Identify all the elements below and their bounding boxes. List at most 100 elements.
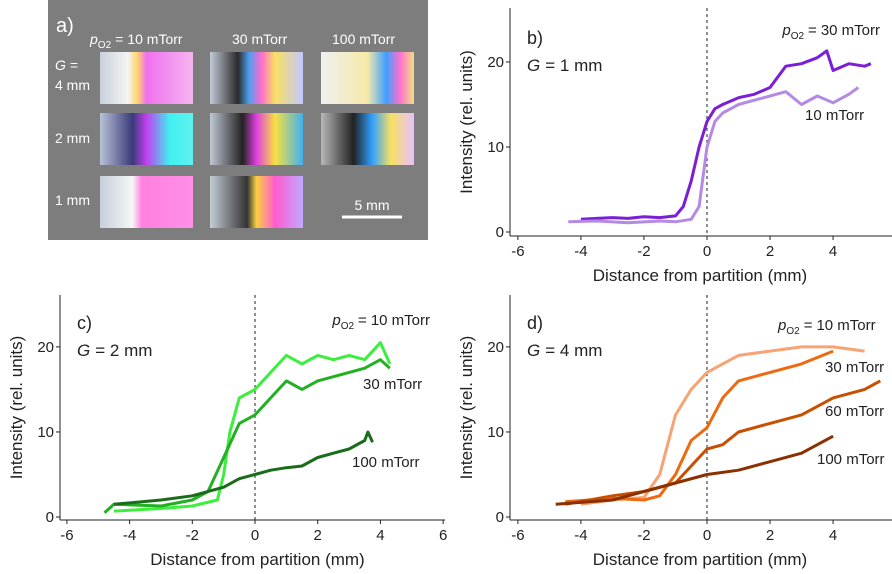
column-value: 10 mTorr <box>127 31 183 47</box>
series-label: 30 mTorr <box>363 376 422 393</box>
gap-text: = 2 mm <box>95 341 152 360</box>
y-axis-label: Intensity (rel. units) <box>457 50 476 194</box>
series-label: 100 mTorr <box>352 454 420 471</box>
x-tick-label: -6 <box>511 527 524 544</box>
series-label: 60 mTorr <box>825 403 884 420</box>
x-tick-label: -2 <box>637 527 650 544</box>
column-label: 100 mTorr <box>332 31 395 47</box>
series-name: 100 mTorr <box>352 454 420 471</box>
pressure-subscript: O2 <box>786 326 800 337</box>
series-name: 10 mTorr <box>371 312 430 329</box>
series-name: 30 mTorr <box>825 359 884 376</box>
x-tick-label: -2 <box>186 527 199 544</box>
data-line <box>580 345 865 506</box>
x-tick-label: -6 <box>511 243 524 260</box>
y-tick-label: 0 <box>496 224 504 241</box>
series-label: 100 mTorr <box>817 451 885 468</box>
gap-symbol: G <box>527 56 540 75</box>
photo-tile <box>210 176 303 228</box>
pressure-subscript: O2 <box>341 321 355 332</box>
panel-label: a) <box>56 15 74 37</box>
series-label: pO2 = 30 mTorr <box>781 22 880 42</box>
photo-tile <box>210 113 303 165</box>
x-tick-label: 2 <box>766 527 774 544</box>
series-name: 30 mTorr <box>821 22 880 39</box>
gap-annotation: G = 1 mm <box>527 56 602 75</box>
row-label: G = <box>55 57 78 73</box>
x-axis-label: Distance from partition (mm) <box>593 266 807 285</box>
photo-tile <box>210 52 303 104</box>
x-axis-label: Distance from partition (mm) <box>593 550 807 569</box>
row-label: 1 mm <box>55 192 90 208</box>
y-axis-label: Intensity (rel. units) <box>457 336 476 480</box>
column-label: pO2 = 10 mTorr <box>89 31 183 51</box>
y-tick-label: 10 <box>487 139 504 156</box>
pressure-symbol: p <box>89 31 98 47</box>
row-label: 4 mm <box>55 77 90 93</box>
series-label: pO2 = 10 mTorr <box>331 312 430 332</box>
pressure-symbol: p <box>781 22 790 39</box>
y-tick-label: 10 <box>487 424 504 441</box>
scale-bar-label: 5 mm <box>355 197 390 213</box>
series-label: pO2 = 10 mTorr <box>777 317 876 337</box>
data-line <box>580 49 872 221</box>
gap-symbol: G <box>527 341 540 360</box>
gap-text: = 1 mm <box>545 56 602 75</box>
pressure-subscript: O2 <box>98 40 112 51</box>
photo-tile <box>321 113 414 165</box>
gap-symbol: G <box>77 341 90 360</box>
series-name: 10 mTorr <box>816 317 875 334</box>
data-line <box>555 434 834 506</box>
x-tick-label: 0 <box>703 243 711 260</box>
panel-label: d) <box>527 313 543 333</box>
series-label: 10 mTorr <box>805 107 864 124</box>
series-label: 30 mTorr <box>825 359 884 376</box>
x-tick-label: 4 <box>829 243 837 260</box>
series-name: 10 mTorr <box>805 107 864 124</box>
x-tick-label: -4 <box>574 527 587 544</box>
x-tick-label: 6 <box>439 527 447 544</box>
y-tick-label: 20 <box>487 339 504 356</box>
data-line <box>113 430 374 506</box>
x-tick-label: 2 <box>766 243 774 260</box>
y-tick-label: 0 <box>496 509 504 526</box>
data-line <box>113 341 392 513</box>
y-tick-label: 20 <box>487 54 504 71</box>
column-label: 30 mTorr <box>232 31 288 47</box>
y-tick-label: 10 <box>37 424 54 441</box>
x-tick-label: -6 <box>60 527 73 544</box>
data-line <box>103 358 391 514</box>
equals: = <box>115 31 123 47</box>
x-tick-label: 2 <box>314 527 322 544</box>
panel-a: a) pO2 = 10 mTorr 30 mTorr 100 mTorr G = 4 … <box>48 0 428 240</box>
x-axis-label: Distance from partition (mm) <box>150 550 364 569</box>
y-tick-label: 20 <box>37 339 54 356</box>
series-name: 60 mTorr <box>825 403 884 420</box>
pressure-symbol: p <box>331 312 340 329</box>
series-name: 30 mTorr <box>363 376 422 393</box>
y-axis-label: Intensity (rel. units) <box>7 336 26 480</box>
pressure-symbol: p <box>777 317 786 334</box>
photo-tile <box>100 113 193 165</box>
panel-label: c) <box>77 313 92 333</box>
photo-tile <box>321 52 414 104</box>
photo-tile <box>100 52 193 104</box>
x-tick-label: 4 <box>376 527 384 544</box>
equals: = <box>808 22 817 39</box>
gap-symbol: G <box>55 57 66 73</box>
photo-tile <box>100 176 193 228</box>
series-name: 100 mTorr <box>817 451 885 468</box>
x-tick-label: 0 <box>251 527 259 544</box>
panel-label: b) <box>527 28 543 48</box>
data-line <box>565 349 834 504</box>
gap-text: = 4 mm <box>545 341 602 360</box>
x-tick-label: -4 <box>574 243 587 260</box>
gap-annotation: G = 4 mm <box>527 341 602 360</box>
row-label: 2 mm <box>55 130 90 146</box>
x-tick-label: 4 <box>829 527 837 544</box>
